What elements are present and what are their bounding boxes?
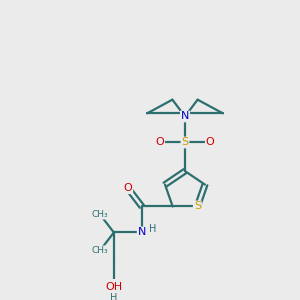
Text: N: N <box>181 111 189 122</box>
Text: H: H <box>149 224 157 234</box>
Text: O: O <box>155 137 164 148</box>
Text: CH₃: CH₃ <box>92 246 108 255</box>
Text: H: H <box>110 293 118 300</box>
Text: S: S <box>194 201 201 212</box>
Text: O: O <box>206 137 214 148</box>
Text: N: N <box>138 227 146 238</box>
Text: S: S <box>182 137 189 148</box>
Text: OH: OH <box>105 282 122 292</box>
Text: O: O <box>124 183 132 193</box>
Text: CH₃: CH₃ <box>92 210 108 219</box>
